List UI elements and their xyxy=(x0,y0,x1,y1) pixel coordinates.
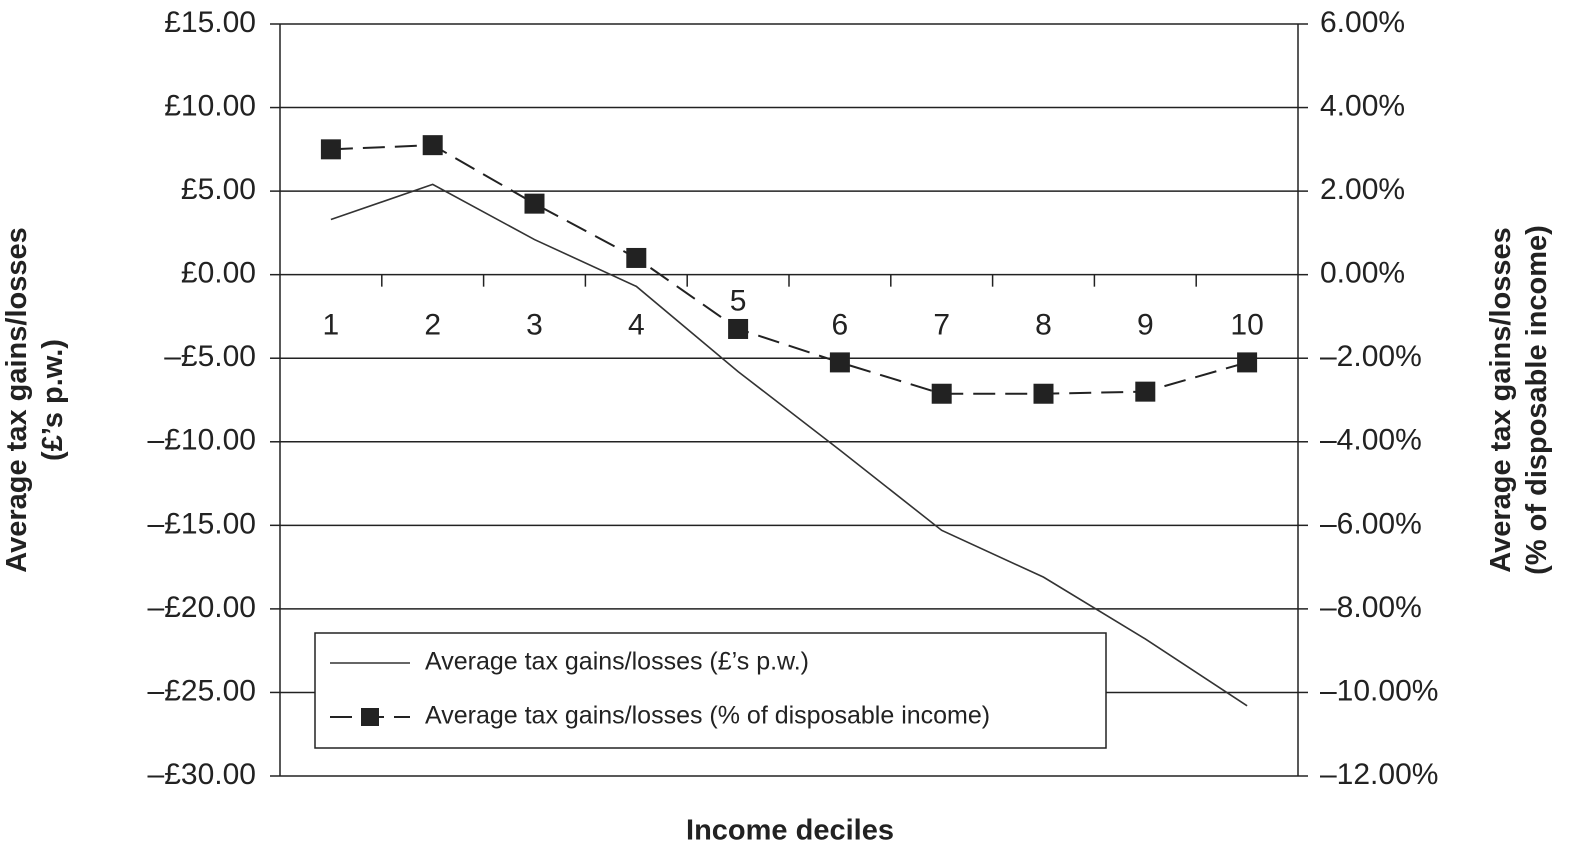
y2-axis-title-line: (% of disposable income) xyxy=(1521,225,1553,575)
marker xyxy=(524,193,545,214)
marker xyxy=(1033,383,1054,404)
y-tick-label: –£30.00 xyxy=(148,758,256,791)
x-tick-label: 4 xyxy=(628,309,645,342)
marker xyxy=(728,318,749,339)
y-axis-title: Average tax gains/losses (£’s p.w.) xyxy=(1,227,69,573)
y-tick-label: £5.00 xyxy=(181,173,256,206)
y-tick-label: £15.00 xyxy=(164,6,256,39)
x-tick-label: 1 xyxy=(323,309,340,342)
x-tick-label: 9 xyxy=(1137,309,1154,342)
y2-tick-label: –12.00% xyxy=(1320,758,1438,791)
series-line xyxy=(330,183,1248,707)
y-axis-title-line: (£’s p.w.) xyxy=(37,339,69,461)
y2-tick-label: –2.00% xyxy=(1320,340,1422,373)
x-tick-label: 3 xyxy=(526,309,543,342)
x-axis-title: Income deciles xyxy=(686,815,894,847)
x-tick-label: 5 xyxy=(730,285,747,318)
x-tick-label: 10 xyxy=(1230,309,1263,342)
marker xyxy=(626,247,647,268)
y2-tick-label: –4.00% xyxy=(1320,424,1422,457)
y2-tick-label: –6.00% xyxy=(1320,507,1422,540)
y2-axis-title: Average tax gains/losses (% of disposable… xyxy=(1485,225,1553,575)
x-tick-label: 2 xyxy=(424,309,441,342)
marker xyxy=(931,383,952,404)
legend-box xyxy=(314,632,1107,749)
y2-tick-label: 0.00% xyxy=(1320,257,1405,290)
y-tick-label: –£25.00 xyxy=(148,674,256,707)
marker xyxy=(1237,352,1258,373)
y-tick-label: –£5.00 xyxy=(164,340,256,373)
marker xyxy=(320,139,341,160)
y-tick-label: £10.00 xyxy=(164,89,256,122)
y2-tick-label: 4.00% xyxy=(1320,89,1405,122)
x-tick-label: 8 xyxy=(1035,309,1052,342)
legend-label: Average tax gains/losses (% of disposabl… xyxy=(425,702,990,730)
x-tick-label: 6 xyxy=(832,309,849,342)
y-tick-label: –£15.00 xyxy=(148,507,256,540)
y-tick-label: –£10.00 xyxy=(148,424,256,457)
y-axis-title-line: Average tax gains/losses xyxy=(1,227,33,573)
legend-marker xyxy=(361,708,379,726)
y2-tick-label: –10.00% xyxy=(1320,674,1438,707)
y-tick-label: –£20.00 xyxy=(148,591,256,624)
legend-label: Average tax gains/losses (£’s p.w.) xyxy=(425,648,809,676)
series-line xyxy=(330,144,1248,395)
y2-tick-label: 2.00% xyxy=(1320,173,1405,206)
marker xyxy=(1135,381,1156,402)
y2-axis-title-line: Average tax gains/losses xyxy=(1485,227,1517,573)
y2-tick-label: –8.00% xyxy=(1320,591,1422,624)
x-tick-label: 7 xyxy=(933,309,950,342)
y2-tick-label: 6.00% xyxy=(1320,6,1405,39)
y-tick-label: £0.00 xyxy=(181,257,256,290)
marker xyxy=(829,352,850,373)
marker xyxy=(422,135,443,156)
